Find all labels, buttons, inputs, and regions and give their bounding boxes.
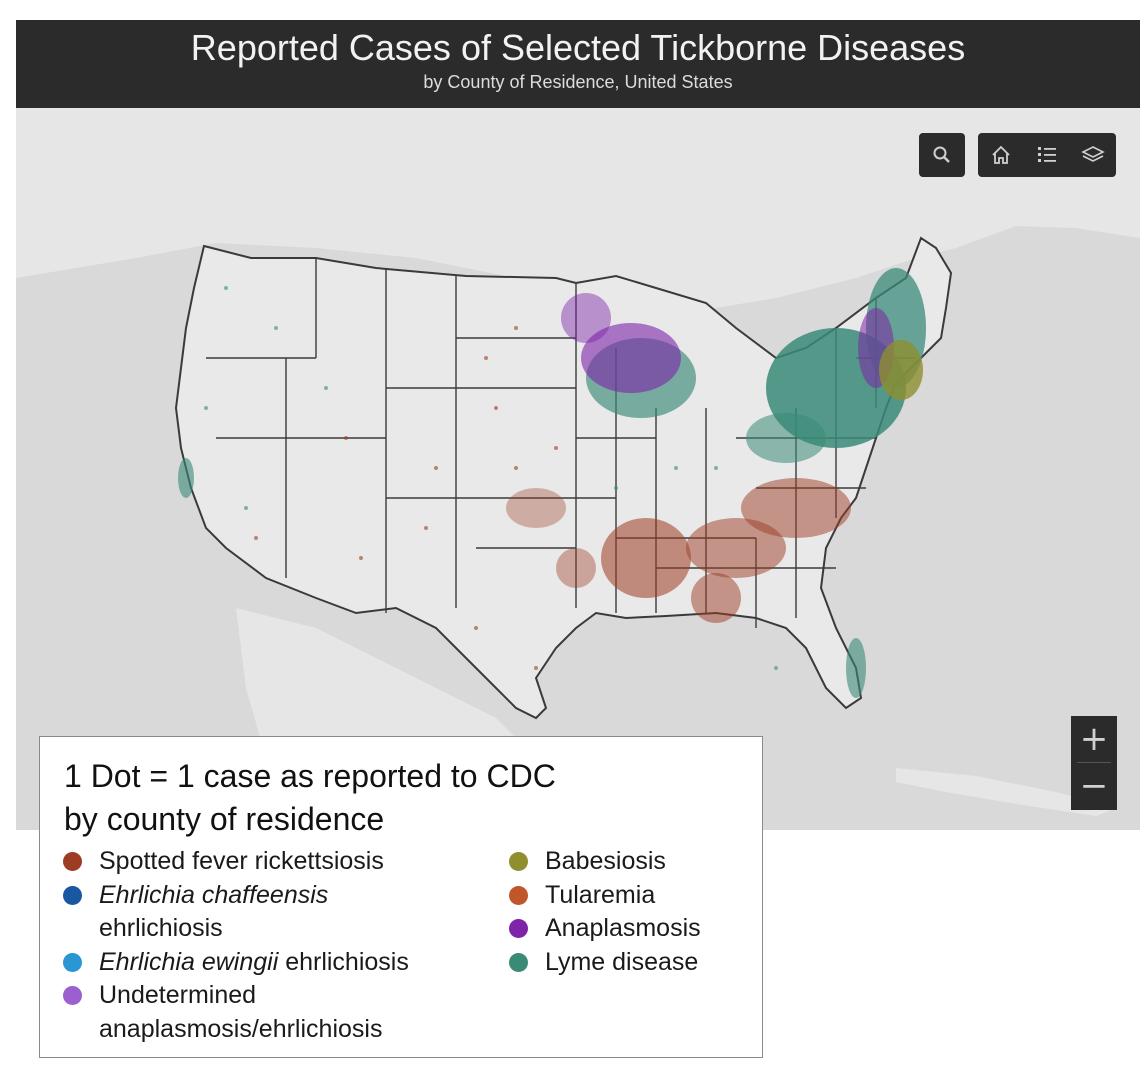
legend-item-ehrlichia-ewingii: Ehrlichia ewingii ehrlichiosis xyxy=(63,946,409,980)
legend-header-line2: by county of residence xyxy=(64,801,385,837)
home-button[interactable] xyxy=(978,133,1024,177)
scattered-dots xyxy=(254,326,558,670)
legend-item-label: Anaplasmosis xyxy=(545,914,701,942)
legend-button[interactable] xyxy=(1024,133,1070,177)
babesiosis-dots xyxy=(879,340,923,400)
legend-item-ehrlichia-chaffeensis: Ehrlichia chaffeensis ehrlichiosis xyxy=(63,879,409,946)
legend-item-label: Spotted fever rickettsiosis xyxy=(99,847,384,875)
scattered-lyme-dots xyxy=(204,286,778,670)
legend-item-babesiosis: Babesiosis xyxy=(509,845,701,879)
legend-column-right: Babesiosis Tularemia Anaplasmosis Lyme d… xyxy=(509,845,701,979)
list-icon xyxy=(1038,147,1056,162)
map-title: Reported Cases of Selected Tickborne Dis… xyxy=(190,27,966,68)
contiguous-us xyxy=(174,236,953,720)
legend-header-line1: 1 Dot = 1 case as reported to CDC xyxy=(64,758,556,794)
ehrlichia-ewingii-swatch xyxy=(63,952,82,972)
search-button[interactable] xyxy=(919,133,965,177)
ehrlichia-chaffeensis-swatch xyxy=(63,885,82,905)
spotted-fever-dots xyxy=(506,478,851,623)
legend-item-label-italic: Ehrlichia chaffeensis xyxy=(99,880,329,909)
spotted-fever-swatch xyxy=(63,852,82,871)
legend-item-label-italic: Ehrlichia ewingii xyxy=(99,947,279,976)
babesiosis-swatch xyxy=(509,852,528,871)
home-icon xyxy=(992,145,1010,164)
lyme-swatch xyxy=(509,952,528,972)
legend-item-label: Babesiosis xyxy=(545,847,666,875)
legend-item-label: Tularemia xyxy=(545,880,656,909)
legend-item-anaplasmosis: Anaplasmosis xyxy=(509,912,701,946)
canada-landmass xyxy=(16,108,1140,308)
zoom-divider xyxy=(1077,762,1111,763)
map-frame[interactable]: Reported Cases of Selected Tickborne Dis… xyxy=(16,20,1140,830)
legend-item-label: ehrlichiosis xyxy=(278,947,409,976)
legend-item-label: Undetermined xyxy=(99,981,257,1009)
legend-item-lyme: Lyme disease xyxy=(509,946,701,980)
map-subtitle: by County of Residence, United States xyxy=(423,72,733,92)
us-map[interactable] xyxy=(16,108,1140,830)
tularemia-swatch xyxy=(509,885,528,905)
legend-item-undetermined: Undetermined anaplasmosis/ehrlichiosis xyxy=(63,979,409,1046)
map-toolbar xyxy=(978,133,1116,177)
zoom-control: + − xyxy=(1071,716,1117,810)
layers-button[interactable] xyxy=(1070,133,1116,177)
search-icon xyxy=(933,146,950,163)
title-bar: Reported Cases of Selected Tickborne Dis… xyxy=(16,20,1140,108)
search-toolbar xyxy=(919,133,965,177)
zoom-out-button[interactable]: − xyxy=(1079,766,1109,806)
anaplasmosis-swatch xyxy=(509,919,528,938)
legend-item-label-line2: ehrlichiosis xyxy=(99,914,223,942)
legend-panel: 1 Dot = 1 case as reported to CDC by cou… xyxy=(39,736,763,1058)
legend-column-left: Spotted fever rickettsiosis Ehrlichia ch… xyxy=(63,845,409,1046)
layers-icon xyxy=(1081,146,1105,162)
cuba-landmass xyxy=(896,768,1116,816)
undetermined-swatch xyxy=(63,986,82,1005)
legend-header: 1 Dot = 1 case as reported to CDC by cou… xyxy=(64,755,684,841)
zoom-in-button[interactable]: + xyxy=(1079,719,1109,759)
legend-item-spotted-fever: Spotted fever rickettsiosis xyxy=(63,845,409,879)
legend-item-label: Lyme disease xyxy=(545,947,699,976)
legend-item-tularemia: Tularemia xyxy=(509,879,701,913)
legend-item-label-line2: anaplasmosis/ehrlichiosis xyxy=(99,1014,383,1043)
